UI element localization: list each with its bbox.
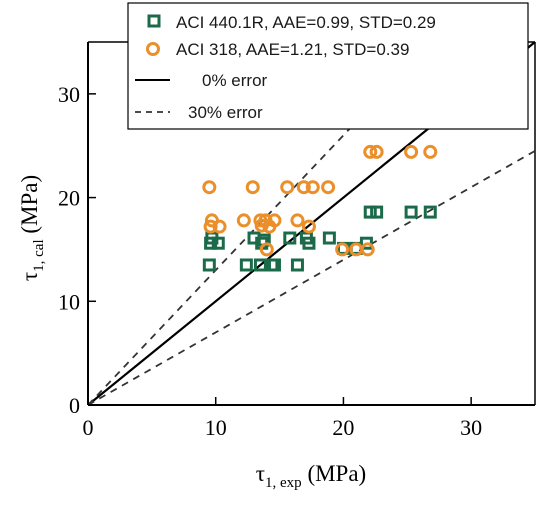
y-tick-label: 20 [58, 186, 80, 211]
aci318-point [321, 180, 336, 195]
aci440-point [370, 205, 384, 219]
aci318-point [369, 144, 384, 159]
y-tick-label: 10 [58, 289, 80, 314]
aci440-point [202, 258, 216, 272]
legend: ACI 440.1R, AAE=0.99, STD=0.29 ACI 318, … [127, 2, 529, 130]
aci318-point [203, 219, 218, 234]
aci318-point [259, 242, 274, 257]
aci318-point [404, 144, 419, 159]
y-tick-label: 0 [69, 393, 80, 418]
aci440-point [423, 205, 437, 219]
aci440-point [283, 231, 297, 245]
aci318-point [301, 219, 316, 234]
aci318-point [290, 213, 305, 228]
x-tick-label: 0 [83, 415, 94, 440]
legend-label-zero-error: 0% error [202, 71, 268, 90]
aci440-point [404, 205, 418, 219]
aci440-point [322, 231, 336, 245]
legend-label-aci440: ACI 440.1R, AAE=0.99, STD=0.29 [176, 13, 436, 32]
aci318-point [360, 242, 375, 257]
x-axis-title: τ1, exp (MPa) [256, 461, 366, 491]
aci440-point [359, 236, 373, 250]
aci440-point [302, 236, 316, 250]
y-axis-title: τ1, cal (MPa) [17, 175, 47, 281]
x-tick-label: 30 [460, 415, 482, 440]
legend-box [127, 2, 529, 130]
legend-square-marker [147, 14, 161, 28]
data-points [202, 144, 438, 272]
aci318-point [280, 180, 295, 195]
thirty-error-line-lower [87, 150, 536, 406]
aci440-point [290, 258, 304, 272]
aci318-point [305, 180, 320, 195]
aci318-point [236, 213, 251, 228]
aci318-point [267, 213, 282, 228]
aci318-point [212, 219, 227, 234]
axis-ticks: 0 10 20 30 0 10 20 30 [58, 82, 482, 440]
legend-label-thirty-error: 30% error [188, 103, 263, 122]
legend-label-aci318: ACI 318, AAE=1.21, STD=0.39 [176, 40, 409, 59]
y-tick-label: 30 [58, 82, 80, 107]
aci440-point [267, 258, 281, 272]
aci440-point [239, 258, 253, 272]
legend-circle-marker [146, 42, 160, 56]
aci318-point [296, 180, 311, 195]
x-tick-label: 20 [332, 415, 354, 440]
aci318-point [245, 180, 260, 195]
aci318-point [335, 242, 350, 257]
aci318-point [423, 144, 438, 159]
aci318-point [202, 180, 217, 195]
x-tick-label: 10 [205, 415, 227, 440]
aci318-point [363, 144, 378, 159]
